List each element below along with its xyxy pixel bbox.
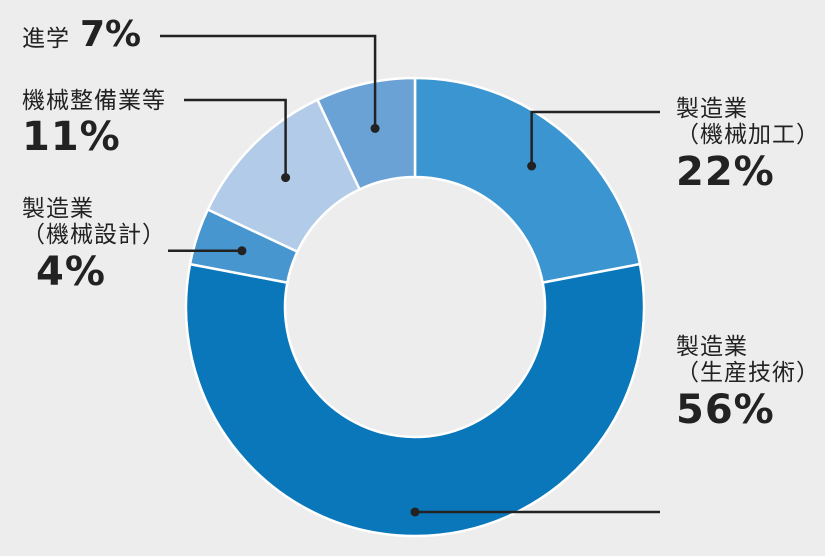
slice-machining (413, 76, 642, 285)
label-further-education-value: 7% (80, 14, 142, 55)
label-machine-design: 製造業 （機械設計） 4% (22, 196, 166, 295)
slice-production-engineering (184, 262, 646, 538)
leader-dot-further-education (370, 123, 380, 133)
label-maintenance: 機械整備業等 11% (22, 88, 166, 160)
label-machining-line1: 製造業 (676, 96, 748, 122)
leader-dot-machine-design (237, 246, 247, 256)
label-production-engineering-line2: （生産技術） (676, 360, 820, 387)
leader-line-machining (530, 110, 660, 166)
label-further-education-line1: 進学 (22, 26, 70, 52)
label-machine-design-line2: （機械設計） (22, 222, 166, 249)
leader-dot-machining (527, 161, 537, 171)
label-maintenance-line1: 機械整備業等 (22, 88, 166, 114)
label-maintenance-value: 11% (22, 114, 121, 161)
label-production-engineering-value: 56% (676, 386, 775, 433)
label-further-education: 進学 7% (22, 14, 141, 55)
label-machine-design-line1: 製造業 (22, 196, 94, 222)
label-machining-line2: （機械加工） (676, 122, 820, 149)
slice-further-education (315, 76, 417, 192)
label-production-engineering-line1: 製造業 (676, 334, 748, 360)
leader-line-further-education (160, 34, 377, 129)
label-production-engineering: 製造業 （生産技術） 56% (676, 334, 820, 433)
leader-dot-maintenance (281, 173, 291, 183)
leader-line-maintenance (184, 98, 287, 178)
leader-dot-production-engineering (410, 507, 420, 517)
label-machining: 製造業 （機械加工） 22% (676, 96, 820, 195)
label-machine-design-value: 4% (36, 248, 106, 295)
label-machining-value: 22% (676, 148, 775, 195)
